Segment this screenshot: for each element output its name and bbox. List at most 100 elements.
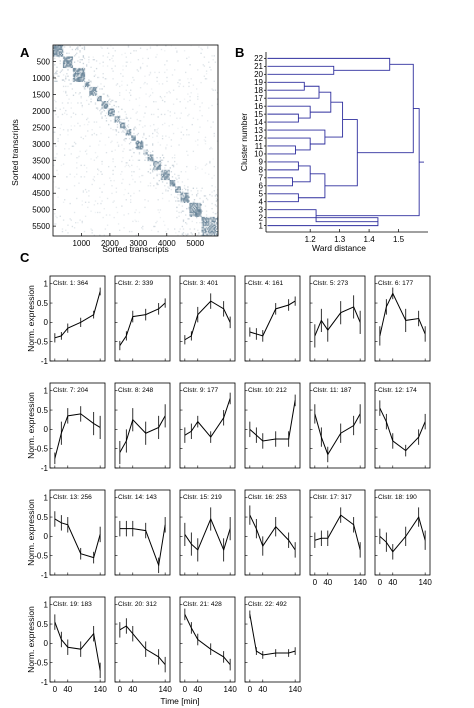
heatmap-cell bbox=[125, 89, 127, 91]
heatmap-cell bbox=[189, 209, 191, 211]
heatmap-cell bbox=[188, 200, 190, 202]
heatmap-cell bbox=[196, 215, 198, 217]
heatmap-cell bbox=[76, 157, 78, 159]
heatmap-cell bbox=[91, 183, 93, 186]
heatmap-cell bbox=[115, 134, 118, 136]
heatmap-cell bbox=[115, 101, 118, 103]
heatmap-cell bbox=[147, 154, 149, 156]
heatmap-cell bbox=[121, 126, 123, 128]
heatmap-cell bbox=[116, 115, 119, 117]
heatmap-cell bbox=[68, 148, 70, 150]
heatmap-cell bbox=[210, 228, 212, 230]
heatmap-cell bbox=[194, 206, 197, 209]
heatmap-cell bbox=[55, 107, 57, 109]
heatmap-cell bbox=[202, 224, 204, 226]
heatmap-cell bbox=[146, 144, 148, 146]
heatmap-cell bbox=[54, 99, 56, 102]
heatmap-cell bbox=[200, 81, 202, 84]
heatmap-cell bbox=[161, 171, 164, 173]
heatmap-cell bbox=[166, 69, 168, 71]
heatmap-cell bbox=[75, 92, 77, 94]
x-tick-label: 40 bbox=[388, 578, 397, 587]
heatmap-cell bbox=[66, 61, 68, 63]
heatmap-cell bbox=[169, 182, 171, 184]
heatmap-cell bbox=[81, 204, 83, 206]
heatmap-cell bbox=[168, 136, 170, 139]
heatmap-cell bbox=[121, 144, 123, 146]
cluster-panel-frame bbox=[49, 489, 106, 576]
heatmap-cell bbox=[73, 75, 76, 77]
heatmap-cell bbox=[210, 224, 212, 226]
y-tick-label: 0 bbox=[44, 318, 49, 327]
heatmap-cell bbox=[127, 120, 130, 122]
heatmap-cell bbox=[164, 178, 166, 181]
heatmap-cell bbox=[93, 121, 96, 123]
heatmap-cell bbox=[108, 52, 110, 54]
heatmap-cell bbox=[82, 71, 85, 74]
heatmap-cell bbox=[117, 223, 120, 225]
heatmap-cell bbox=[197, 190, 199, 192]
heatmap-cell bbox=[126, 162, 129, 164]
diagonal-block bbox=[131, 135, 136, 142]
heatmap-cell bbox=[156, 182, 158, 184]
heatmap-cell bbox=[145, 151, 147, 154]
heatmap-cell bbox=[109, 103, 111, 105]
heatmap-cell bbox=[167, 228, 169, 230]
heatmap-cell bbox=[141, 144, 143, 146]
heatmap-cell bbox=[163, 157, 165, 159]
heatmap-cell bbox=[211, 230, 213, 233]
cluster-panel-frame bbox=[179, 596, 236, 683]
heatmap-cell bbox=[189, 211, 191, 214]
heatmap-cell bbox=[112, 169, 114, 172]
heatmap-cell bbox=[211, 223, 213, 225]
heatmap-cell bbox=[69, 83, 71, 85]
heatmap-cell bbox=[94, 93, 97, 95]
heatmap-cell bbox=[194, 202, 197, 205]
heatmap-cell bbox=[86, 153, 88, 155]
heatmap-cell bbox=[205, 227, 208, 229]
x-tick-label: 0 bbox=[118, 685, 123, 694]
heatmap-cell bbox=[79, 79, 81, 81]
heatmap-cell bbox=[207, 218, 209, 220]
heatmap-cell bbox=[82, 69, 85, 71]
heatmap-cell bbox=[142, 141, 144, 144]
heatmap-cell bbox=[159, 167, 162, 169]
heatmap-cell bbox=[186, 199, 188, 201]
heatmap-cell bbox=[186, 192, 188, 195]
heatmap-cell bbox=[152, 143, 154, 145]
heatmap-cell bbox=[84, 85, 87, 88]
heatmap-cell bbox=[165, 172, 167, 174]
heatmap-cell bbox=[197, 209, 199, 211]
heatmap-cell bbox=[65, 75, 67, 77]
heatmap-cell bbox=[109, 115, 111, 117]
y-tick-label: 1500 bbox=[32, 90, 50, 99]
heatmap-cell bbox=[188, 196, 190, 198]
heatmap-cell bbox=[136, 134, 138, 136]
cluster-panel: Clstr. 16: 253 bbox=[244, 489, 301, 576]
heatmap-cell bbox=[187, 93, 189, 95]
heatmap-cell bbox=[199, 206, 201, 209]
heatmap-cell bbox=[56, 80, 58, 83]
x-tick-label: 0 bbox=[313, 578, 318, 587]
heatmap-cell bbox=[133, 192, 135, 195]
profile-line bbox=[249, 514, 296, 551]
heatmap-cell bbox=[76, 173, 78, 175]
heatmap-cell bbox=[77, 73, 79, 75]
heatmap-cell bbox=[197, 211, 199, 214]
cluster-panel-frame bbox=[49, 275, 106, 362]
heatmap-cell bbox=[155, 101, 157, 103]
heatmap-cell bbox=[171, 123, 174, 126]
heatmap-cell bbox=[94, 102, 97, 104]
panel-a-heatmap: 1000 2000 3000 4000 500050010001500200025003… bbox=[10, 44, 219, 254]
heatmap-cell bbox=[139, 141, 142, 144]
heatmap-cell bbox=[128, 149, 131, 151]
heatmap-cell bbox=[119, 229, 121, 231]
heatmap-cell bbox=[115, 120, 118, 122]
heatmap-cell bbox=[125, 56, 127, 58]
heatmap-cell bbox=[64, 154, 66, 156]
heatmap-cell bbox=[105, 117, 108, 119]
heatmap-cell bbox=[189, 99, 191, 102]
heatmap-cell bbox=[192, 206, 195, 209]
heatmap-cell bbox=[191, 214, 193, 216]
x-tick-label: 1000 bbox=[73, 239, 91, 248]
